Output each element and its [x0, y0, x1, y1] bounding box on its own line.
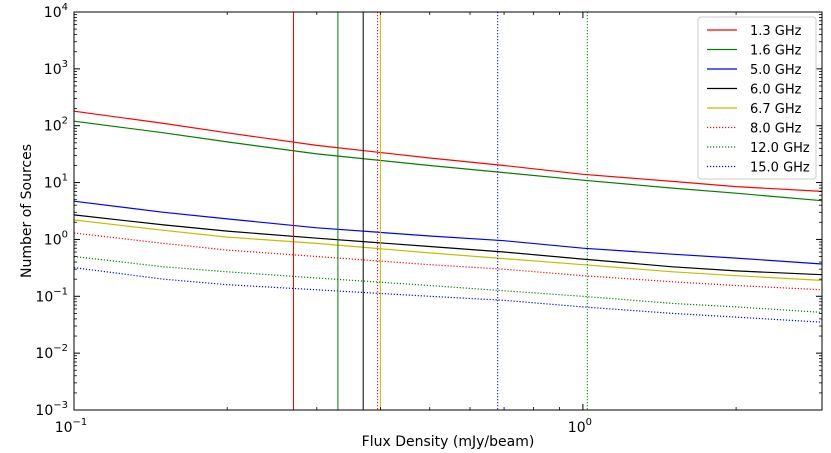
- threshold-layer: [293, 12, 588, 410]
- legend-label-15-0-ghz: 15.0 GHz: [750, 161, 810, 176]
- legend-label-12-0-ghz: 12.0 GHz: [750, 141, 810, 156]
- legend-label-5-0-ghz: 5.0 GHz: [750, 63, 802, 78]
- x-tick-label: 10−1: [55, 417, 88, 436]
- y-tick-label: 100: [44, 229, 68, 248]
- series-layer: [73, 110, 823, 323]
- y-tick-label: 10−2: [35, 343, 68, 362]
- ticks-layer: 10−3 10−2 10−1 100 101 102 103 104 10−1 100: [35, 2, 822, 436]
- y-tick-label: 101: [44, 173, 68, 192]
- legend-label-1-3-ghz: 1.3 GHz: [750, 24, 802, 39]
- x-axis-label: Flux Density (mJy/beam): [362, 434, 535, 450]
- series-line-1-6-ghz: [73, 120, 823, 202]
- series-line-6-7-ghz: [73, 219, 823, 281]
- y-tick-label: 104: [44, 2, 68, 21]
- series-line-8-0-ghz: [73, 232, 823, 291]
- legend-label-6-7-ghz: 6.7 GHz: [750, 102, 802, 117]
- legend-label-6-0-ghz: 6.0 GHz: [750, 83, 802, 98]
- series-line-15-0-ghz: [73, 267, 823, 323]
- y-tick-label: 102: [44, 116, 68, 135]
- y-tick-label: 10−3: [35, 400, 68, 419]
- legend-box: [697, 16, 817, 180]
- y-axis-label: Number of Sources: [19, 144, 35, 278]
- y-tick-label: 103: [44, 59, 68, 78]
- legend: 1.3 GHz 1.6 GHz 5.0 GHz 6.0 GHz 6.7 GHz 8.0 G…: [697, 16, 817, 180]
- series-line-5-0-ghz: [73, 200, 823, 265]
- series-line-6-0-ghz: [73, 214, 823, 276]
- legend-label-1-6-ghz: 1.6 GHz: [750, 44, 802, 59]
- legend-label-8-0-ghz: 8.0 GHz: [750, 122, 802, 137]
- y-tick-label: 10−1: [35, 286, 68, 305]
- series-line-1-3-ghz: [73, 110, 823, 192]
- plot-frame: [73, 11, 823, 411]
- x-tick-label: 100: [568, 417, 592, 436]
- series-line-12-0-ghz: [73, 255, 823, 313]
